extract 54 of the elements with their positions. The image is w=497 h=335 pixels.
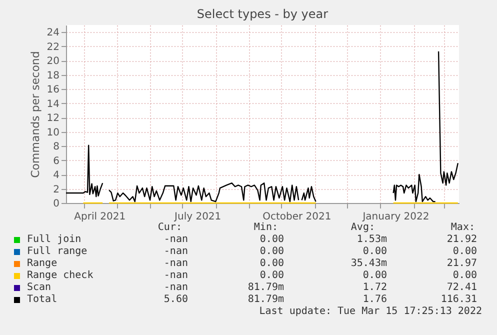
- text: 0.00: [260, 234, 284, 246]
- y-tick-label: 2: [53, 184, 60, 196]
- y-tick-label: 6: [53, 156, 60, 167]
- y-tick-label: 18: [46, 70, 60, 82]
- x-tick-label: July 2021: [174, 212, 222, 222]
- x-tick-label: October 2021: [262, 212, 332, 222]
- text: 21.97: [446, 258, 477, 270]
- legend-label: Full range: [27, 246, 88, 258]
- y-tick-label: 4: [53, 170, 60, 182]
- text: 0.00: [260, 246, 284, 258]
- x-tick-label: April 2021: [74, 212, 126, 222]
- x-tick-label: January 2022: [362, 212, 430, 222]
- text: 81.79m: [248, 294, 284, 306]
- text: 0.00: [452, 246, 477, 258]
- text: -nan: [164, 270, 188, 282]
- text: Cur:: [158, 222, 182, 234]
- chart-title: Select types - by year: [196, 7, 328, 21]
- text: 1.72: [362, 282, 387, 294]
- text: 72.41: [446, 282, 477, 294]
- text: -nan: [164, 282, 188, 294]
- y-tick-label: 16: [46, 84, 60, 96]
- legend-label: Full join: [27, 234, 82, 246]
- legend-label: Total: [27, 294, 58, 306]
- text: 0.00: [260, 270, 284, 282]
- text: -nan: [164, 258, 188, 270]
- y-tick-label: 14: [46, 98, 60, 110]
- text: 0.00: [362, 246, 387, 258]
- text: -nan: [164, 234, 188, 246]
- y-tick-label: 12: [46, 113, 60, 124]
- text: 5.60: [164, 294, 188, 306]
- text: 0.00: [452, 270, 477, 282]
- text: 116.31: [440, 294, 477, 306]
- text: 35.43m: [350, 258, 387, 270]
- text: 0.00: [260, 258, 284, 270]
- text: 21.92: [446, 234, 477, 246]
- text: 81.79m: [248, 282, 284, 294]
- legend-label: Range: [27, 258, 58, 270]
- y-tick-label: 10: [46, 127, 60, 138]
- text: Last update: Tue Mar 15 17:25:13 2022: [259, 306, 482, 318]
- legend-label: Range check: [27, 270, 94, 282]
- text: 1.53m: [356, 234, 387, 246]
- text: 0.00: [362, 270, 387, 282]
- y-tick-label: 8: [53, 142, 60, 153]
- text: -nan: [164, 246, 188, 258]
- y-tick-label: 22: [46, 42, 60, 53]
- text: Min:: [254, 222, 278, 234]
- y-tick-label: 20: [46, 56, 60, 68]
- y-axis-title: Commands per second: [28, 51, 42, 178]
- text: 1.76: [362, 294, 387, 306]
- y-tick-label: 24: [46, 28, 60, 39]
- text: Avg:: [350, 222, 375, 234]
- text: Max:: [450, 222, 475, 234]
- y-tick-label: 0: [53, 198, 60, 210]
- legend-label: Scan: [27, 282, 52, 294]
